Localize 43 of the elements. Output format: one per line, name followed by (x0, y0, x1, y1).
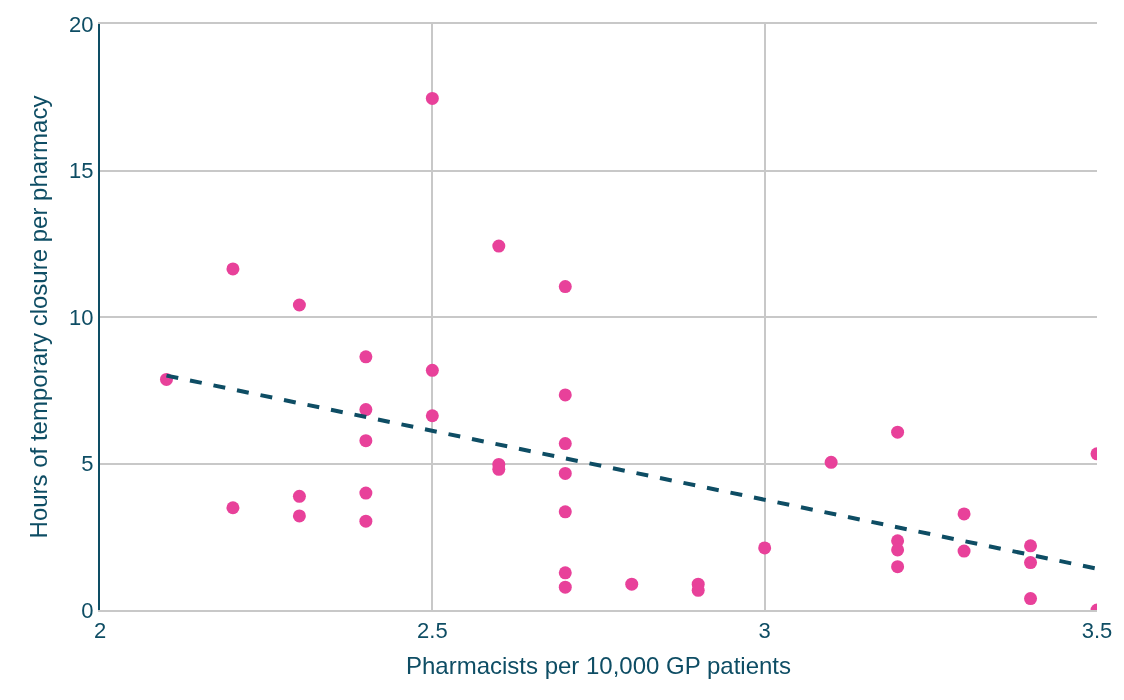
point (558, 466, 572, 480)
point (957, 507, 971, 521)
point (891, 425, 905, 439)
point (492, 239, 506, 253)
point (758, 541, 772, 555)
y-tick-label: 10 (69, 304, 94, 330)
point (1024, 539, 1038, 553)
point (359, 434, 373, 448)
point (292, 489, 306, 503)
point (558, 280, 572, 294)
point (425, 409, 439, 423)
point (558, 566, 572, 580)
point (1024, 556, 1038, 570)
point (359, 486, 373, 500)
point (226, 501, 240, 515)
x-tick-label: 3 (758, 618, 771, 644)
point (226, 262, 240, 276)
y-tick-label: 0 (81, 597, 94, 623)
point (1024, 592, 1038, 606)
point (558, 437, 572, 451)
y-tick-label: 15 (69, 158, 94, 184)
x-tick-label: 2 (93, 618, 107, 644)
point (558, 388, 572, 402)
point (824, 455, 838, 469)
point (359, 514, 373, 528)
point (891, 543, 905, 557)
point (292, 298, 306, 312)
y-axis-title: Hours of temporary closure per pharmacy (24, 95, 52, 539)
x-tick-label: 3.5 (1081, 618, 1113, 644)
x-tick-label: 2.5 (417, 618, 448, 644)
x-axis-title: Pharmacists per 10,000 GP patients (405, 652, 792, 680)
point (359, 403, 373, 417)
point (625, 577, 639, 591)
point (558, 505, 572, 519)
point (891, 560, 905, 574)
point (359, 350, 373, 364)
y-tick-label: 20 (69, 11, 94, 37)
point (292, 509, 306, 523)
point (558, 580, 572, 594)
point (957, 544, 971, 558)
point (425, 91, 439, 105)
y-tick-label: 5 (81, 451, 94, 477)
point (425, 363, 439, 377)
